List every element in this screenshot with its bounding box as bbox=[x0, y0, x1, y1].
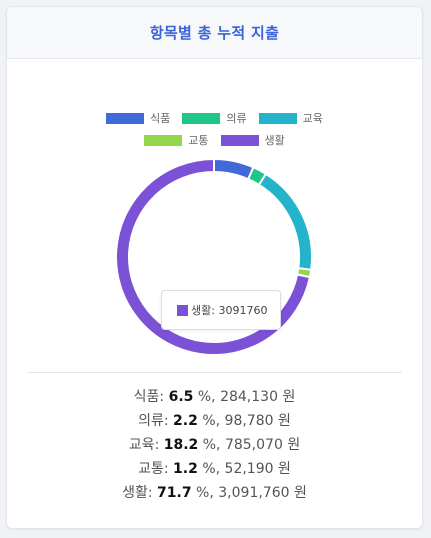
tooltip-sep: : bbox=[211, 303, 219, 317]
expense-card: 항목별 총 누적 지출 식품 의류 교육 교통 생활 생활: 3091760 식… bbox=[6, 6, 423, 529]
legend-swatch bbox=[182, 112, 221, 124]
tooltip-swatch bbox=[177, 304, 188, 316]
summary-amount: 284,130 bbox=[220, 389, 278, 405]
legend-swatch bbox=[144, 134, 183, 146]
legend-swatch bbox=[220, 134, 259, 146]
summary-percent: 2.2 bbox=[173, 413, 198, 429]
legend-item-clothing[interactable]: 의류 bbox=[182, 109, 247, 127]
tooltip-label: 생활 bbox=[191, 304, 212, 317]
summary-currency: 원 bbox=[282, 389, 296, 405]
summary-row: 교통: 1.2 %, 52,190 원 bbox=[138, 461, 291, 477]
legend-label: 교통 bbox=[188, 134, 209, 147]
donut-slice-food[interactable] bbox=[213, 157, 255, 181]
summary-row: 식품: 6.5 %, 284,130 원 bbox=[133, 389, 296, 405]
summary-currency: 원 bbox=[277, 461, 291, 477]
summary-unit: % bbox=[202, 437, 217, 453]
chart-legend: 식품 의류 교육 교통 생활 bbox=[7, 109, 422, 149]
legend-item-food[interactable]: 식품 bbox=[106, 109, 170, 127]
summary-label: 의류 bbox=[138, 413, 164, 429]
chart-tooltip: 생활: 3091760 bbox=[161, 290, 281, 330]
tooltip-value: 3091760 bbox=[218, 303, 268, 317]
summary-list: 식품: 6.5 %, 284,130 원 의류: 2.2 %, 98,780 원… bbox=[7, 385, 422, 505]
summary-currency: 원 bbox=[293, 485, 307, 501]
summary-row: 생활: 71.7 %, 3,091,760 원 bbox=[122, 485, 307, 501]
legend-item-living[interactable]: 생활 bbox=[220, 131, 285, 149]
summary-label: 식품 bbox=[133, 389, 160, 405]
summary-percent: 1.2 bbox=[173, 461, 198, 477]
legend-label: 생활 bbox=[264, 134, 285, 147]
summary-percent: 71.7 bbox=[157, 485, 192, 501]
summary-unit: % bbox=[197, 389, 212, 405]
card-header: 항목별 총 누적 지출 bbox=[7, 7, 422, 59]
divider bbox=[27, 372, 402, 373]
summary-label: 교통 bbox=[138, 461, 164, 477]
donut-slice-education[interactable] bbox=[257, 172, 313, 271]
summary-label: 교육 bbox=[128, 437, 155, 453]
legend-swatch bbox=[106, 112, 145, 124]
summary-currency: 원 bbox=[287, 437, 301, 453]
legend-label: 의류 bbox=[226, 112, 247, 125]
summary-percent: 6.5 bbox=[168, 389, 194, 405]
doughnut-chart bbox=[115, 157, 313, 356]
summary-row: 의류: 2.2 %, 98,780 원 bbox=[138, 413, 291, 429]
card-title: 항목별 총 누적 지출 bbox=[149, 24, 280, 42]
summary-unit: % bbox=[196, 485, 210, 501]
summary-amount: 98,780 bbox=[224, 413, 274, 429]
summary-row: 교육: 18.2 %, 785,070 원 bbox=[128, 437, 301, 453]
legend-label: 식품 bbox=[150, 112, 171, 125]
legend-swatch bbox=[258, 112, 297, 124]
legend-label: 교육 bbox=[302, 112, 323, 125]
summary-amount: 52,190 bbox=[224, 461, 274, 477]
donut-slice-living[interactable] bbox=[115, 157, 312, 356]
summary-amount: 3,091,760 bbox=[218, 485, 290, 501]
legend-item-education[interactable]: 교육 bbox=[258, 109, 323, 127]
summary-percent: 18.2 bbox=[163, 437, 199, 453]
summary-unit: % bbox=[202, 413, 216, 429]
summary-label: 생활 bbox=[122, 485, 148, 501]
summary-unit: % bbox=[202, 461, 216, 477]
legend-item-transport[interactable]: 교통 bbox=[144, 131, 209, 149]
summary-amount: 785,070 bbox=[224, 437, 283, 453]
summary-currency: 원 bbox=[277, 413, 291, 429]
